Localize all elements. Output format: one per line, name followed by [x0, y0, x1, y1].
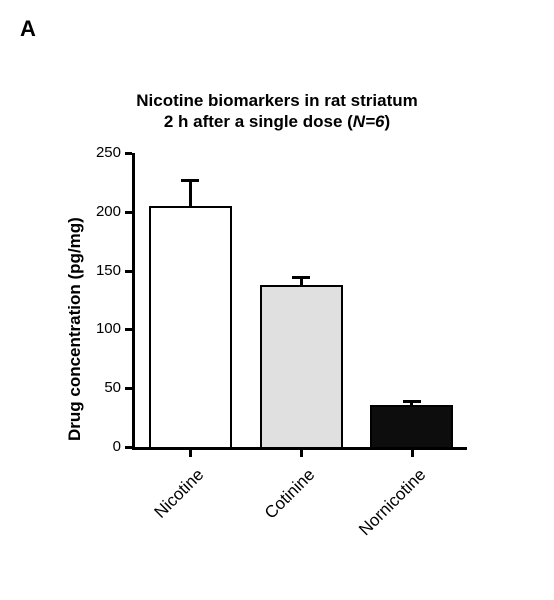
x-tick: [189, 450, 192, 457]
bar: [260, 285, 343, 447]
y-tick: [125, 328, 132, 331]
error-bar: [189, 180, 192, 206]
chart-title-line1: Nicotine biomarkers in rat striatum: [0, 90, 554, 111]
chart-title: Nicotine biomarkers in rat striatum2 h a…: [0, 90, 554, 133]
y-tick: [125, 211, 132, 214]
error-cap: [292, 276, 310, 279]
y-tick: [125, 152, 132, 155]
figure: A Nicotine biomarkers in rat striatum2 h…: [0, 0, 554, 600]
y-tick: [125, 270, 132, 273]
y-axis-label: Drug concentration (pg/mg): [65, 217, 85, 441]
panel-label: A: [20, 16, 36, 42]
error-cap: [403, 400, 421, 403]
x-tick: [411, 450, 414, 457]
chart-plot-area: 050100150200250Drug concentration (pg/mg…: [135, 153, 467, 447]
y-tick: [125, 446, 132, 449]
y-tick: [125, 387, 132, 390]
bar: [370, 405, 453, 447]
chart-title-line2: 2 h after a single dose (N=6): [0, 111, 554, 132]
category-label: Nornicotine: [355, 465, 430, 540]
y-tick-label: 250: [71, 144, 121, 161]
x-tick: [300, 450, 303, 457]
category-label: Cotinine: [261, 465, 319, 523]
bar: [149, 206, 232, 447]
y-axis: [132, 153, 135, 450]
category-label: Nicotine: [151, 465, 209, 523]
error-cap: [181, 179, 199, 182]
